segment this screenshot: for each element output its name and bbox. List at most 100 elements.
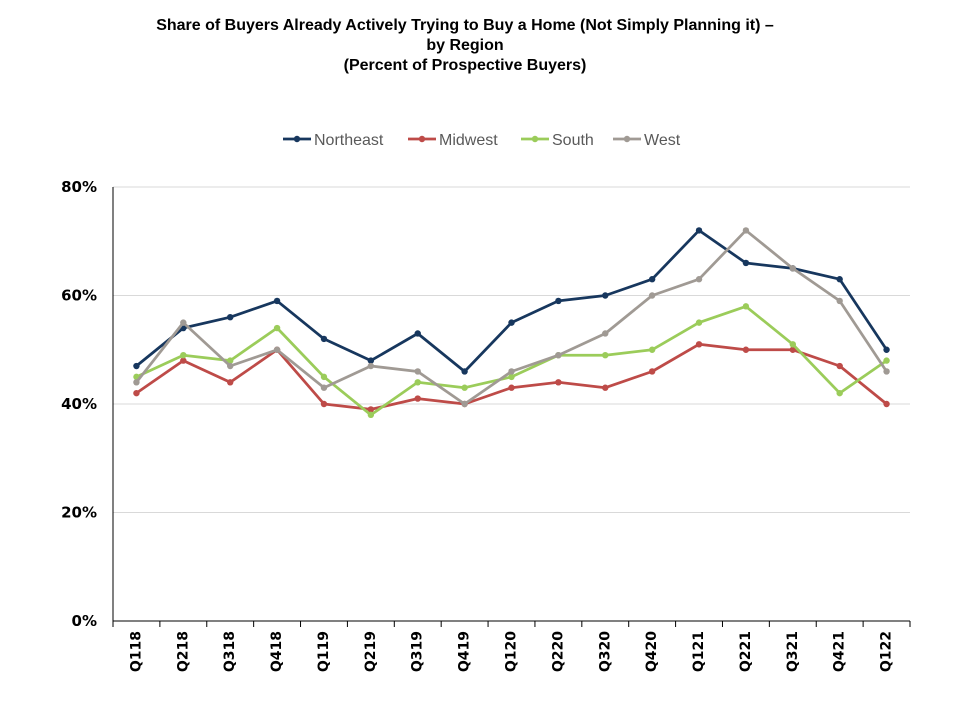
data-point-west <box>133 379 140 386</box>
data-point-midwest <box>180 357 187 364</box>
data-point-midwest <box>320 400 328 408</box>
data-point-west <box>695 276 703 283</box>
chart-title-line-2: by Region <box>426 37 504 54</box>
x-tick-label: Q420 <box>644 631 660 672</box>
x-tick-label: Q120 <box>504 631 520 672</box>
data-point-northeast <box>883 346 890 353</box>
x-tick-label: Q221 <box>738 631 754 672</box>
data-point-midwest <box>695 341 703 348</box>
data-point-midwest <box>648 368 656 375</box>
data-point-south <box>695 319 703 326</box>
data-point-south <box>180 351 187 359</box>
data-point-south <box>227 357 234 364</box>
y-tick-label: 80% <box>61 178 97 196</box>
legend-label: Northeast <box>314 132 384 149</box>
data-point-west <box>883 368 890 375</box>
data-point-south <box>508 373 515 381</box>
legend-marker <box>418 135 426 143</box>
legend-label: West <box>644 132 681 149</box>
chart-title-line-3: (Percent of Prospective Buyers) <box>343 57 587 74</box>
legend-marker <box>293 135 301 143</box>
x-tick-label: Q220 <box>550 631 566 672</box>
data-point-west <box>555 351 562 359</box>
gridlines <box>113 186 910 513</box>
chart-title-line-1: Share of Buyers Already Actively Trying … <box>156 17 774 34</box>
data-point-northeast <box>367 357 375 364</box>
data-point-west <box>789 265 796 272</box>
x-tick-label: Q119 <box>316 631 332 672</box>
data-point-midwest <box>367 406 375 413</box>
data-point-west <box>273 346 281 353</box>
legend: Northeast Midwest South West <box>283 132 681 149</box>
data-point-northeast <box>508 319 515 326</box>
legend-item-midwest: Midwest <box>408 132 498 149</box>
data-point-west <box>742 227 750 234</box>
x-tick-label: Q421 <box>832 631 848 672</box>
data-point-northeast <box>602 292 609 299</box>
x-tick-label: Q419 <box>457 631 473 672</box>
series-lines <box>133 227 890 419</box>
data-point-south <box>320 373 328 381</box>
data-point-northeast <box>648 276 656 283</box>
data-point-west <box>602 330 609 337</box>
x-axis-tick-labels: Q118 Q218 Q318 Q418 Q119 Q219 Q319 Q419 Q120 Q220… <box>128 631 894 672</box>
data-point-west <box>414 368 421 375</box>
data-point-west <box>180 319 187 326</box>
data-point-midwest <box>414 395 421 402</box>
y-tick-label: 40% <box>61 395 97 413</box>
legend-label: South <box>552 132 594 149</box>
data-point-south <box>648 346 656 353</box>
data-point-west <box>461 400 468 408</box>
data-point-northeast <box>836 276 843 283</box>
chart-title: Share of Buyers Already Actively Trying … <box>0 16 930 76</box>
x-tick-label: Q118 <box>128 631 144 672</box>
data-point-northeast <box>461 368 468 375</box>
data-point-midwest <box>742 346 750 353</box>
x-tick-label: Q418 <box>269 631 285 672</box>
data-point-midwest <box>227 379 234 386</box>
data-point-south <box>883 357 890 364</box>
data-point-south <box>414 379 421 386</box>
legend-item-south: South <box>521 132 594 149</box>
x-tick-label: Q218 <box>175 631 191 672</box>
data-point-northeast <box>273 297 281 305</box>
data-point-midwest <box>602 384 609 391</box>
y-tick-label: 0% <box>72 612 97 630</box>
legend-marker <box>623 135 631 143</box>
data-point-midwest <box>883 400 890 408</box>
x-tick-label: Q319 <box>410 631 426 672</box>
data-point-south <box>367 411 375 419</box>
data-point-midwest <box>836 362 843 370</box>
y-tick-label: 20% <box>61 504 97 522</box>
data-point-south <box>742 303 750 310</box>
series-west <box>133 227 890 408</box>
data-point-northeast <box>742 259 750 267</box>
data-point-midwest <box>508 384 515 391</box>
data-point-west <box>648 292 656 299</box>
data-point-northeast <box>227 314 234 321</box>
data-point-south <box>461 384 468 391</box>
data-point-northeast <box>695 227 703 234</box>
data-point-west <box>508 368 515 375</box>
legend-item-northeast: Northeast <box>283 132 384 149</box>
data-point-northeast <box>555 297 562 305</box>
data-point-south <box>273 324 281 332</box>
y-axis-tick-labels: 0% 20% 40% 60% 80% <box>61 178 97 630</box>
data-point-west <box>836 297 843 305</box>
data-point-south <box>602 351 609 359</box>
data-point-west <box>320 384 328 391</box>
series-south <box>133 303 890 419</box>
data-point-northeast <box>133 362 140 370</box>
legend-marker <box>531 135 539 143</box>
data-point-west <box>227 362 234 370</box>
data-point-midwest <box>133 389 140 397</box>
x-tick-label: Q121 <box>691 631 707 672</box>
data-point-northeast <box>320 335 328 343</box>
y-tick-label: 60% <box>61 287 97 305</box>
axes <box>112 187 911 627</box>
data-point-northeast <box>414 330 421 337</box>
x-tick-label: Q321 <box>785 631 801 672</box>
data-point-midwest <box>789 346 796 353</box>
data-point-south <box>836 389 843 397</box>
